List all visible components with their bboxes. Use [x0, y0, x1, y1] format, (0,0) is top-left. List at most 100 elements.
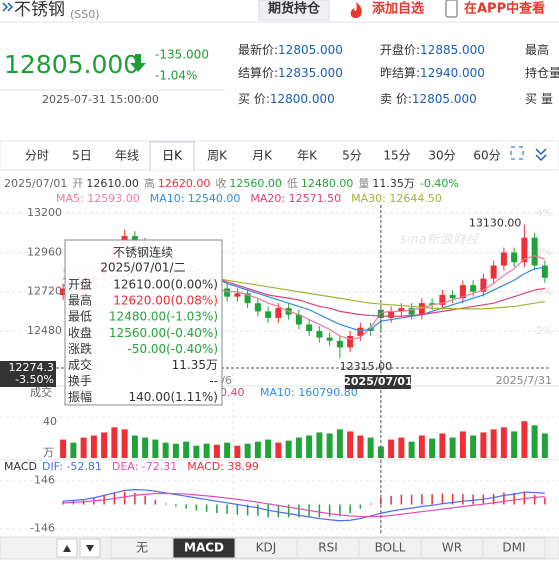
- tab[interactable]: 60分: [473, 149, 500, 163]
- volume-bar: [439, 433, 446, 458]
- button[interactable]: 添加自选: [372, 1, 424, 17]
- tab[interactable]: 日K: [162, 149, 183, 163]
- volume-bar: [80, 437, 87, 458]
- macd-bar: [349, 504, 351, 514]
- info-value: 11.35万: [372, 177, 415, 190]
- macd-legend-item: DEA: -72.31: [112, 460, 177, 473]
- macd-bar: [226, 504, 228, 515]
- volume-bar: [213, 444, 220, 458]
- volume-bar: [459, 431, 466, 458]
- watermark: sina新浪财经: [400, 232, 481, 248]
- ma-legend-item: MA10: 12540.00: [150, 192, 241, 205]
- macd-bar: [462, 493, 464, 505]
- quote-field: 持仓量: [525, 65, 559, 80]
- macd-bar: [246, 504, 249, 516]
- max-label: 13130.00: [469, 217, 522, 230]
- indicator-tab[interactable]: WR: [442, 541, 462, 555]
- tab[interactable]: 周K: [207, 149, 228, 163]
- candle-body: [347, 335, 354, 348]
- macd-bar: [451, 493, 454, 505]
- tab[interactable]: 15分: [383, 149, 410, 163]
- more-icon[interactable]: [535, 148, 547, 162]
- tooltip-value: 12610.00(0.00%): [113, 278, 218, 292]
- tab[interactable]: 月K: [252, 149, 273, 163]
- volume-bar: [254, 441, 261, 458]
- tab[interactable]: 5分: [342, 149, 362, 163]
- info-label: 量: [358, 177, 369, 190]
- y-tick-label: 12960: [27, 245, 62, 258]
- info-value: 12560.00: [229, 177, 282, 190]
- macd-bar: [134, 492, 136, 505]
- volume-bar: [295, 437, 302, 458]
- tab[interactable]: 分时: [25, 149, 49, 163]
- macd-bar: [144, 495, 146, 505]
- button-bg[interactable]: [258, 0, 330, 21]
- candle-body: [131, 236, 138, 243]
- macd-bar: [175, 504, 177, 507]
- button[interactable]: 在APP中查看: [464, 1, 545, 17]
- indicator-tabs: 无 MACD KDJ RSI BOLL WR DMI: [110, 537, 546, 559]
- candle-body: [265, 311, 272, 318]
- field-value: 12805.000: [412, 92, 477, 106]
- tooltip-label: 收盘: [68, 325, 92, 340]
- volume-bar: [418, 435, 425, 458]
- macd-bar: [93, 498, 95, 505]
- volume-bar: [326, 433, 333, 458]
- volume-bar: [224, 442, 231, 458]
- macd-label: MACD: [4, 460, 37, 473]
- volume-bar: [490, 429, 497, 458]
- macd-bar: [298, 504, 300, 518]
- info-change: -0.40%: [420, 177, 459, 190]
- candle-body: [388, 311, 395, 318]
- crosshair-pct: -3.50%: [15, 373, 54, 386]
- macd-legend: MACD DIF: -52.81 DEA: -72.31 MACD: 38.99: [4, 460, 259, 473]
- change-pct: -1.04%: [155, 69, 197, 83]
- volume-bar: [60, 439, 67, 458]
- tab[interactable]: 5日: [72, 149, 92, 163]
- candle-body: [295, 314, 302, 325]
- y-tick-label: -146: [30, 522, 55, 535]
- tab[interactable]: 年K: [297, 149, 318, 163]
- button[interactable]: 期货持仓: [268, 1, 321, 17]
- candle-body: [429, 303, 436, 305]
- indicator-tab[interactable]: RSI: [318, 541, 338, 555]
- indicator-tab[interactable]: 无: [136, 541, 148, 555]
- field-value: 12835.000: [278, 66, 343, 80]
- volume-bar: [511, 431, 518, 458]
- tooltip-box: [64, 239, 223, 406]
- macd-bar: [359, 504, 362, 509]
- indicator-tab[interactable]: DMI: [502, 541, 525, 555]
- volume-bar: [265, 439, 272, 458]
- macd-bar: [205, 504, 208, 512]
- macd-bar: [277, 504, 280, 518]
- volume-ma10: MA10: 160790.80: [260, 386, 358, 399]
- y-tick-label: 146: [34, 473, 55, 486]
- crosshair-price: 12274.3: [9, 361, 55, 374]
- candle-body: [224, 288, 231, 297]
- tooltip-label: 振幅: [68, 389, 92, 404]
- volume-bar: [500, 427, 507, 458]
- quote-time: 2025-07-31 15:00:00: [42, 93, 159, 106]
- indicator-tab-bg[interactable]: [482, 537, 546, 559]
- info-line: 2025/07/01 开 12610.00 高 12620.00 收 12560.00 低 12…: [4, 176, 459, 190]
- tab[interactable]: 年线: [115, 149, 139, 163]
- volume-bar: [357, 435, 364, 458]
- macd-bar: [328, 504, 331, 517]
- indicator-tab[interactable]: BOLL: [375, 541, 406, 555]
- quote-field: 结算价:12835.000: [238, 65, 343, 80]
- volume-bar: [234, 445, 241, 458]
- macd-bar: [216, 504, 218, 514]
- chevron-icon: [2, 2, 14, 12]
- info-value: 12620.00: [158, 177, 211, 190]
- volume-bar: [449, 437, 456, 458]
- pct-label: 2%: [536, 247, 552, 258]
- ma-legend: MA5: 12593.00 MA10: 12540.00 MA20: 12571.5…: [56, 192, 442, 205]
- crosshair-date-bg: [344, 375, 411, 389]
- indicator-tab[interactable]: KDJ: [256, 541, 277, 555]
- macd-bar: [369, 503, 372, 505]
- indicator-tab[interactable]: MACD: [184, 541, 224, 555]
- fullscreen-icon[interactable]: [510, 146, 524, 160]
- tab[interactable]: 30分: [428, 149, 455, 163]
- tab-selected: [149, 141, 195, 170]
